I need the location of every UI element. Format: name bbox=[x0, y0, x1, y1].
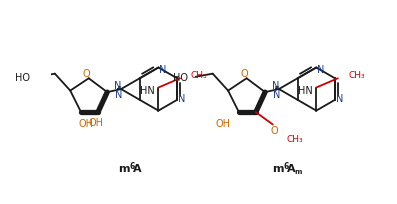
Text: N: N bbox=[317, 65, 325, 75]
Text: OH: OH bbox=[216, 118, 231, 128]
Text: 6: 6 bbox=[283, 161, 289, 170]
Text: HN: HN bbox=[298, 85, 312, 95]
Text: CH₃: CH₃ bbox=[349, 71, 365, 80]
Text: 6: 6 bbox=[129, 161, 135, 170]
Text: OH: OH bbox=[78, 118, 93, 128]
Text: O: O bbox=[241, 69, 248, 79]
Text: HO: HO bbox=[15, 72, 30, 82]
Text: m: m bbox=[118, 164, 129, 174]
Text: HN: HN bbox=[140, 85, 154, 95]
Text: N: N bbox=[272, 81, 279, 91]
Text: O: O bbox=[83, 69, 90, 79]
Text: O: O bbox=[270, 125, 278, 135]
Text: N: N bbox=[336, 94, 343, 104]
Text: CH₃: CH₃ bbox=[191, 71, 207, 80]
Text: m: m bbox=[272, 164, 283, 174]
Text: N: N bbox=[159, 65, 167, 75]
Text: OH: OH bbox=[89, 118, 104, 128]
Text: A: A bbox=[287, 164, 295, 174]
Text: A: A bbox=[133, 164, 141, 174]
Text: N: N bbox=[273, 90, 280, 100]
Text: N: N bbox=[115, 90, 122, 100]
Text: N: N bbox=[114, 81, 122, 91]
Text: HO: HO bbox=[173, 72, 188, 82]
Text: CH₃: CH₃ bbox=[287, 134, 303, 143]
Text: N: N bbox=[178, 94, 185, 104]
Text: m: m bbox=[294, 168, 301, 174]
